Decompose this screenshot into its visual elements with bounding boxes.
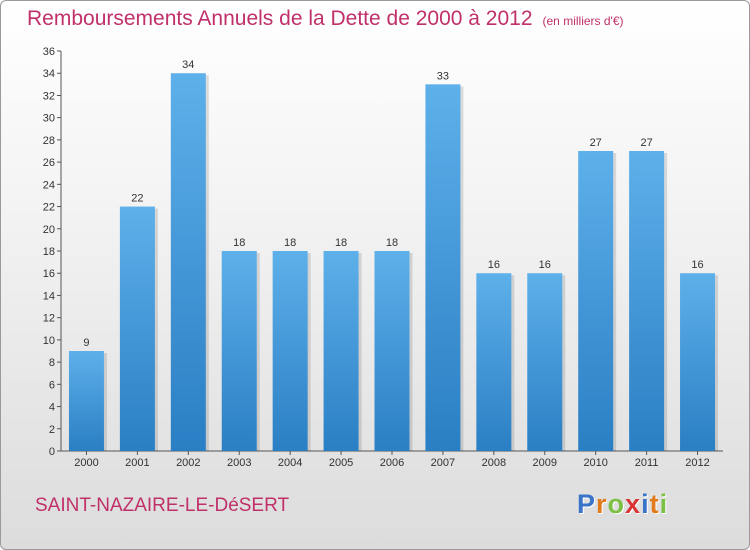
logo-letter: o (607, 489, 626, 519)
x-tick-label: 2008 (482, 457, 506, 469)
y-tick-label: 2 (49, 424, 55, 436)
title-text: Remboursements Annuels de la Dette de 20… (27, 7, 533, 30)
data-label: 16 (539, 259, 551, 271)
y-tick-label: 20 (43, 224, 55, 236)
data-label: 27 (640, 137, 652, 149)
data-label: 18 (233, 237, 245, 249)
y-tick-label: 30 (43, 113, 55, 125)
proxiti-logo: Proxiti (577, 489, 668, 520)
logo-letter: t (649, 489, 660, 519)
x-tick-label: 2011 (635, 457, 659, 469)
x-tick-label: 2009 (533, 457, 557, 469)
logo-letter: i (659, 489, 669, 519)
bar (476, 273, 512, 451)
commune-name: SAINT-NAZAIRE-LE-DéSERT (35, 495, 290, 516)
data-label: 33 (437, 70, 449, 82)
data-label: 18 (335, 237, 347, 249)
x-tick-label: 2004 (278, 457, 302, 469)
y-tick-label: 32 (43, 90, 55, 102)
data-label: 18 (284, 237, 296, 249)
bar (323, 251, 359, 451)
logo-letter: x (625, 489, 642, 519)
y-tick-label: 10 (43, 335, 55, 347)
logo-letter: r (596, 489, 608, 519)
y-tick-label: 8 (49, 357, 55, 369)
data-label: 34 (182, 59, 194, 71)
y-tick-label: 18 (43, 246, 55, 258)
data-label: 16 (691, 259, 703, 271)
y-tick-label: 0 (49, 446, 55, 458)
bar (680, 273, 716, 451)
x-tick-label: 2002 (176, 457, 200, 469)
x-tick-label: 2003 (227, 457, 251, 469)
chart-title: Remboursements Annuels de la Dette de 20… (27, 7, 624, 31)
y-tick-label: 26 (43, 157, 55, 169)
y-tick-label: 4 (49, 402, 55, 414)
logo-letter: P (577, 489, 597, 519)
bar (578, 151, 614, 451)
y-tick-label: 24 (43, 179, 55, 191)
data-label: 9 (83, 337, 89, 349)
x-tick-label: 2010 (583, 457, 607, 469)
y-tick-label: 14 (43, 290, 55, 302)
bar (68, 351, 104, 451)
bar (629, 151, 665, 451)
x-tick-label: 2012 (685, 457, 709, 469)
y-tick-label: 22 (43, 202, 55, 214)
data-label: 22 (131, 193, 143, 205)
x-tick-label: 2001 (125, 457, 149, 469)
y-tick-label: 6 (49, 379, 55, 391)
data-label: 18 (386, 237, 398, 249)
bar (170, 73, 206, 451)
y-tick-label: 12 (43, 313, 55, 325)
y-tick-label: 36 (43, 46, 55, 58)
x-tick-label: 2000 (74, 457, 98, 469)
bar (425, 84, 461, 451)
bar (221, 251, 257, 451)
x-tick-label: 2006 (380, 457, 404, 469)
data-label: 16 (488, 259, 500, 271)
y-tick-label: 28 (43, 135, 55, 147)
x-tick-label: 2005 (329, 457, 353, 469)
logo-letter: i (641, 489, 650, 519)
bar (374, 251, 410, 451)
bar (119, 206, 155, 451)
data-label: 27 (590, 137, 602, 149)
y-tick-label: 16 (43, 268, 55, 280)
x-tick-label: 2007 (431, 457, 455, 469)
y-tick-label: 34 (43, 68, 55, 80)
bar (527, 273, 563, 451)
bar (272, 251, 308, 451)
unit-label: (en milliers d'€) (542, 14, 624, 28)
